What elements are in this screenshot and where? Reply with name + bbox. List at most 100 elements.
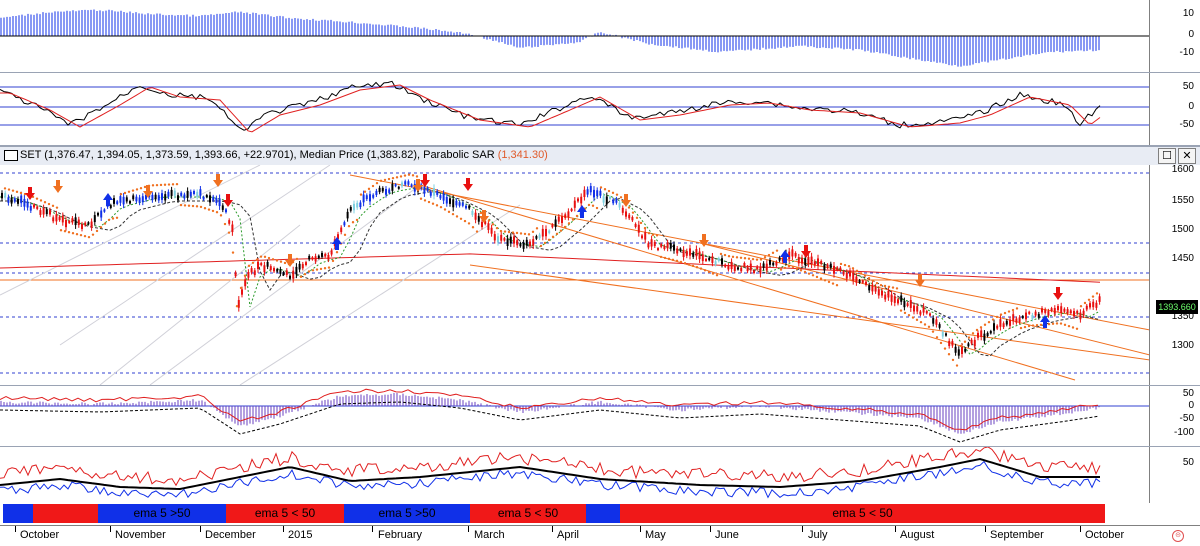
sar-dot xyxy=(119,193,123,196)
sar-dot xyxy=(599,186,603,189)
sell-arrow-icon xyxy=(699,234,709,247)
price-bar-body xyxy=(423,186,426,194)
sar-dot xyxy=(3,187,7,190)
price-bar-body xyxy=(737,267,739,270)
month-label: October xyxy=(1085,529,1125,541)
price-bar-body xyxy=(909,300,912,308)
sar-dot xyxy=(395,176,399,179)
sar-dot xyxy=(1059,322,1063,325)
sar-dot xyxy=(479,211,483,215)
price-bar-body xyxy=(167,191,170,197)
price-bar-body xyxy=(775,261,778,266)
sell-arrow-icon xyxy=(223,194,233,207)
price-bar-body xyxy=(941,331,944,337)
sar-dot xyxy=(923,323,927,326)
sar-dot xyxy=(851,267,855,270)
price-bar-body xyxy=(570,208,573,212)
price-bar-body xyxy=(759,266,762,274)
sar-dot xyxy=(435,204,439,207)
price-bar-body xyxy=(1063,308,1066,312)
sar-dot xyxy=(615,193,619,196)
price-bar-body xyxy=(625,211,627,217)
oscillator-4-plot xyxy=(0,447,1101,499)
price-bar-body xyxy=(893,296,896,303)
sar-dot xyxy=(371,184,375,188)
price-bar-body xyxy=(375,190,378,195)
price-bar-body xyxy=(164,194,167,201)
price-bar-body xyxy=(33,204,35,208)
sar-dot xyxy=(939,341,943,345)
month-label: September xyxy=(990,529,1044,541)
price-bar-body xyxy=(45,209,48,215)
sar-dot xyxy=(503,230,507,233)
sar-dot xyxy=(123,191,127,195)
price-bar-body xyxy=(695,249,698,257)
sar-dot xyxy=(1091,295,1095,298)
price-bar-body xyxy=(353,203,355,211)
price-bar-body xyxy=(1015,318,1018,323)
price-bar-body xyxy=(711,256,714,263)
price-bar-body xyxy=(781,257,784,262)
sar-dot xyxy=(591,204,595,207)
price-bar-body xyxy=(257,261,259,270)
price-bar-body xyxy=(884,294,887,300)
sar-dot xyxy=(35,197,39,200)
sar-dot xyxy=(331,259,335,263)
price-bar-body xyxy=(970,339,973,344)
price-bar-body xyxy=(925,311,928,314)
price-bar-body xyxy=(282,272,285,275)
price-bar-body xyxy=(778,257,781,261)
sar-dot xyxy=(811,274,815,277)
price-bar-body xyxy=(615,198,618,203)
price-bar-body xyxy=(730,261,733,270)
sar-dot xyxy=(819,277,823,280)
sar-dot xyxy=(959,344,963,348)
price-bar-body xyxy=(951,341,954,346)
sell-arrow-icon xyxy=(25,187,35,200)
sar-dot xyxy=(155,183,159,187)
price-bar-body xyxy=(68,220,71,223)
price-bar-body xyxy=(449,198,451,204)
price-bar-body xyxy=(689,248,691,256)
sar-dot xyxy=(55,206,59,209)
sar-dot xyxy=(683,262,687,265)
sar-dot xyxy=(803,270,807,274)
close-button[interactable]: ✕ xyxy=(1178,148,1196,164)
sar-dot xyxy=(91,233,95,236)
price-bar-body xyxy=(545,228,547,237)
sar-dot xyxy=(715,274,719,277)
price-bar-body xyxy=(929,313,931,316)
price-bar-body xyxy=(183,194,186,199)
sar-dot xyxy=(131,189,135,192)
price-bar-body xyxy=(394,184,397,187)
settings-icon[interactable]: ⊝ xyxy=(1172,530,1184,542)
sar-dot xyxy=(151,184,155,187)
price-bar-body xyxy=(903,300,906,308)
price-bar-body xyxy=(202,196,205,200)
month-tick xyxy=(710,526,711,532)
sar-dot xyxy=(419,197,423,200)
sar-dot xyxy=(79,233,83,237)
sar-dot xyxy=(867,277,871,280)
sar-dot xyxy=(871,279,875,282)
sar-dot xyxy=(375,181,379,185)
oscillator-4-scale: 50 xyxy=(1149,447,1200,503)
price-bar-body xyxy=(973,339,976,347)
price-pane-titlebar: SET (1,376.47, 1,394.05, 1,373.59, 1,393… xyxy=(0,146,1200,166)
sar-dot xyxy=(183,204,187,207)
month-tick xyxy=(552,526,553,532)
price-bar-body xyxy=(580,196,583,204)
price-bar-body xyxy=(74,217,77,226)
ema-band xyxy=(3,504,33,523)
sar-dot xyxy=(691,264,695,268)
price-bar-body xyxy=(743,262,746,267)
sar-dot xyxy=(543,241,547,245)
osc3-tick: 50 xyxy=(1182,388,1194,399)
restore-button[interactable]: ☐ xyxy=(1158,148,1176,164)
month-label: October xyxy=(20,529,60,541)
price-bar-body xyxy=(455,200,458,206)
price-bar-body xyxy=(733,266,736,272)
price-bar-body xyxy=(1012,314,1015,322)
price-bar-body xyxy=(426,187,429,191)
price-bar-body xyxy=(321,252,323,257)
